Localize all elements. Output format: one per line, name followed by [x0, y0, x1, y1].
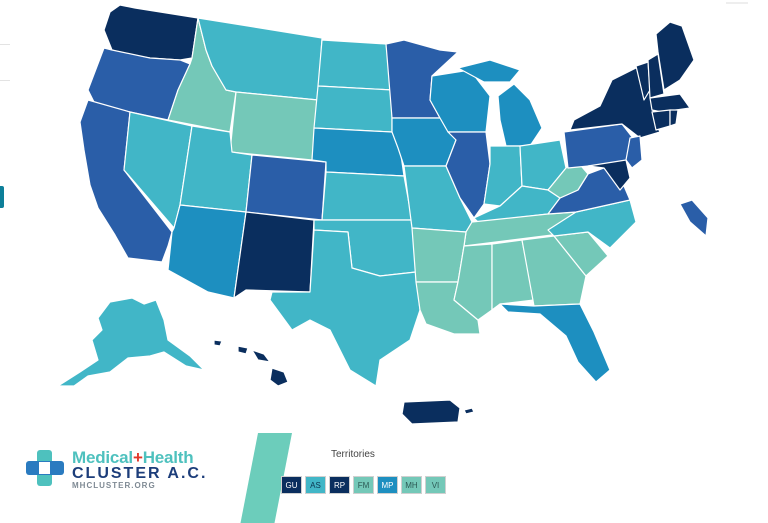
state-hawaii-oahu[interactable] — [237, 345, 249, 355]
territory-button-mp[interactable]: MP — [377, 476, 398, 494]
top-right-mark — [726, 2, 748, 4]
left-panel-tab[interactable] — [0, 186, 4, 208]
state-alabama[interactable] — [491, 239, 535, 311]
state-arkansas[interactable] — [411, 227, 467, 283]
state-alaska[interactable] — [57, 297, 205, 387]
territory-button-vi[interactable]: VI — [425, 476, 446, 494]
territory-button-as[interactable]: AS — [305, 476, 326, 494]
territory-button-gu[interactable]: GU — [281, 476, 302, 494]
state-new-mexico[interactable] — [233, 211, 315, 299]
state-maryland[interactable] — [587, 159, 631, 191]
state-dc-delaware[interactable] — [679, 199, 709, 237]
territory-virgin-islands[interactable] — [463, 407, 475, 415]
state-maine[interactable] — [655, 21, 695, 91]
state-michigan[interactable] — [497, 83, 543, 147]
medical-cross-icon — [26, 450, 64, 486]
state-colorado[interactable] — [245, 154, 327, 221]
territory-button-rp[interactable]: RP — [329, 476, 350, 494]
territories-legend: GU AS RP FM MP MH VI — [281, 476, 446, 494]
us-states-map — [57, 4, 709, 425]
state-nebraska[interactable] — [311, 127, 405, 177]
state-new-hampshire[interactable] — [647, 53, 665, 99]
territory-puerto-rico[interactable] — [401, 399, 461, 425]
territories-title: Territories — [331, 449, 375, 460]
state-massachusetts[interactable] — [649, 93, 691, 113]
state-south-dakota[interactable] — [313, 85, 393, 133]
state-kansas[interactable] — [321, 171, 413, 221]
logo-url: MHCLUSTER.ORG — [72, 481, 156, 490]
left-edge-line-top — [0, 44, 10, 45]
territory-button-mh[interactable]: MH — [401, 476, 422, 494]
state-florida[interactable] — [499, 303, 611, 383]
state-north-dakota[interactable] — [317, 39, 393, 91]
state-georgia[interactable] — [521, 235, 587, 307]
left-edge-line-mid — [0, 80, 10, 81]
medical-health-cluster-logo[interactable]: Medical+Health CLUSTER A.C. MHCLUSTER.OR… — [24, 448, 224, 490]
logo-title: Medical+Health — [72, 448, 194, 467]
state-hawaii-maui[interactable] — [251, 349, 271, 363]
state-new-jersey[interactable] — [625, 135, 643, 169]
state-hawaii[interactable] — [269, 367, 289, 387]
territory-button-fm[interactable]: FM — [353, 476, 374, 494]
state-wyoming[interactable] — [229, 91, 319, 161]
state-west-virginia[interactable] — [547, 159, 589, 199]
state-texas[interactable] — [269, 229, 421, 387]
state-arizona[interactable] — [167, 204, 247, 299]
state-hawaii-kauai[interactable] — [213, 339, 223, 347]
state-rhode-island[interactable] — [669, 109, 679, 127]
logo-subtitle: CLUSTER A.C. — [72, 465, 208, 482]
state-michigan-upper[interactable] — [457, 59, 521, 83]
